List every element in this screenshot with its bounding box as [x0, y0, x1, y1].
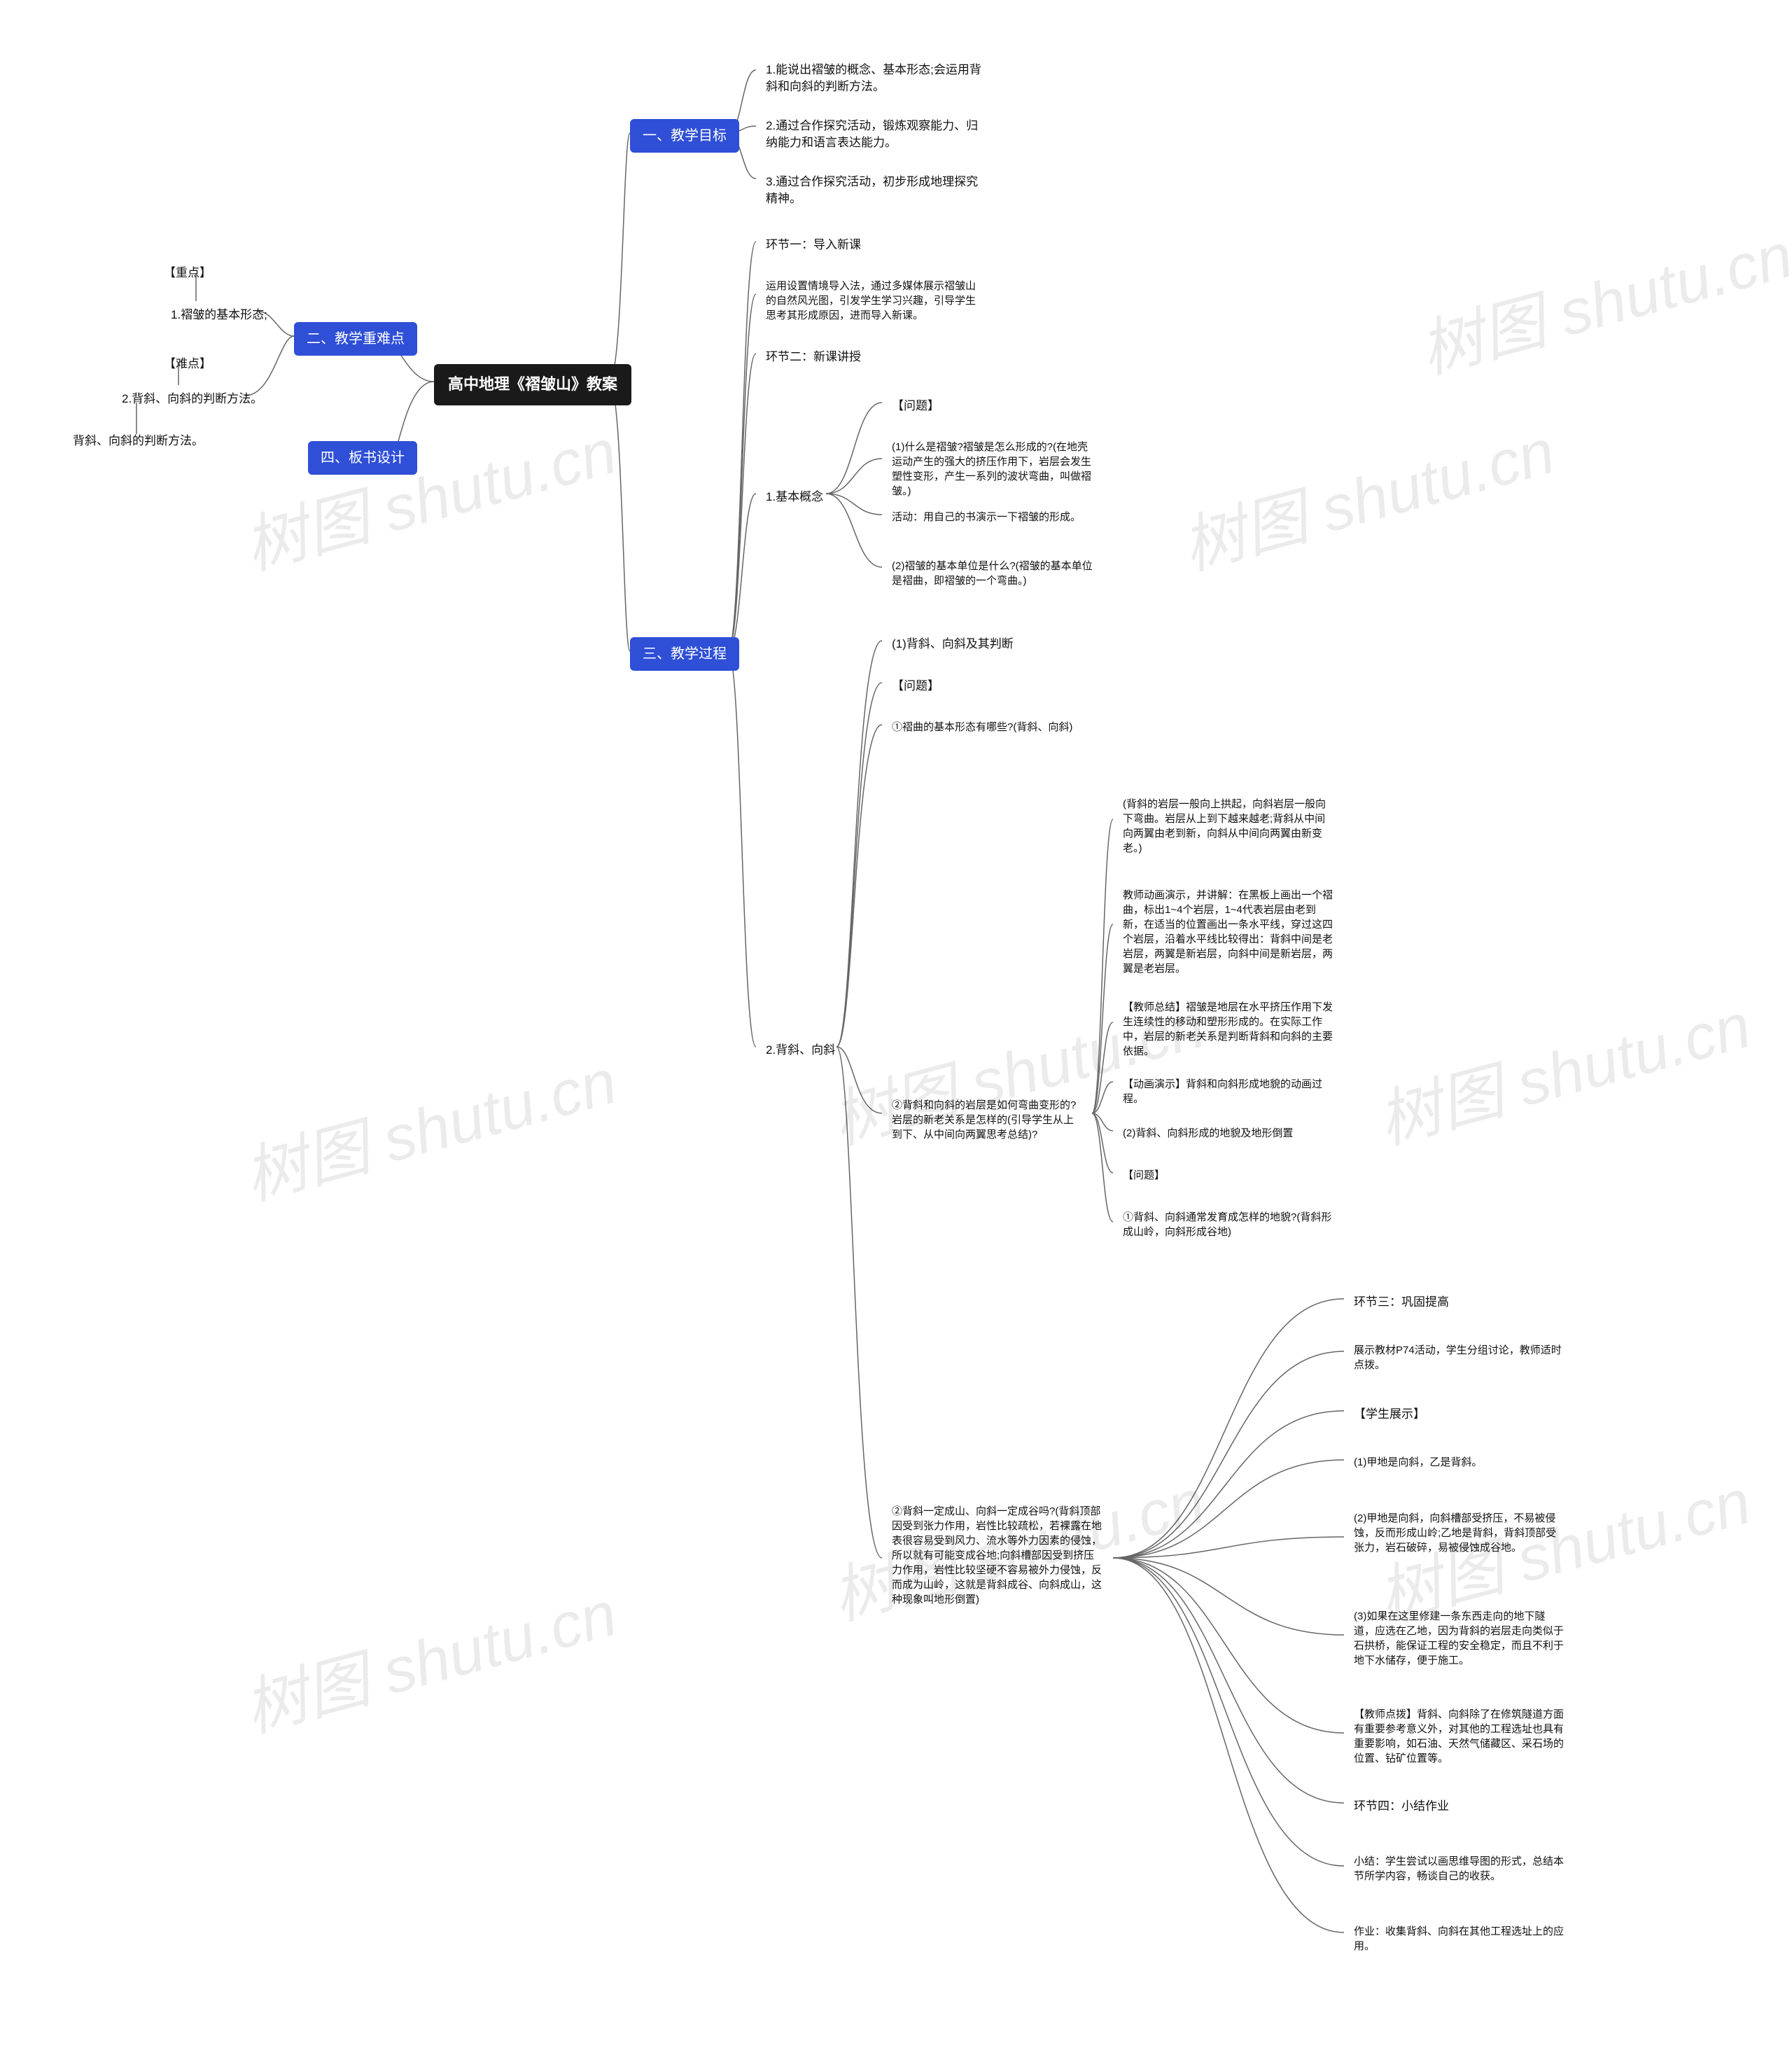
- section-3[interactable]: 三、教学过程: [630, 637, 739, 671]
- section-4[interactable]: 四、板书设计: [308, 441, 417, 475]
- h3-f: 【教师点拨】背斜、向斜除了在修筑隧道方面有重要参考意义外，对其他的工程选址也具有…: [1344, 1701, 1575, 1771]
- n2-d6: 【问题】: [1113, 1162, 1175, 1188]
- goal-1: 1.能说出褶皱的概念、基本形态;会运用背斜和向斜的判断方法。: [756, 56, 994, 101]
- difficulty-detail: 背斜、向斜的判断方法。: [63, 427, 214, 455]
- watermark: 树图 shutu.cn: [1170, 400, 1562, 587]
- stage-1: 环节一：导入新课: [756, 231, 871, 259]
- watermark: 树图 shutu.cn: [1366, 975, 1758, 1162]
- h3-e: (3)如果在这里修建一条东西走向的地下隧道，应选在乙地，因为背斜的岩层走向类似于…: [1344, 1603, 1575, 1673]
- n2-a: (1)背斜、向斜及其判断: [882, 630, 1023, 658]
- root-node[interactable]: 高中地理《褶皱山》教案: [434, 364, 631, 405]
- h3-b: 【学生展示】: [1344, 1400, 1435, 1428]
- n2-d2: 教师动画演示，并讲解：在黑板上画出一个褶曲，标出1~4个岩层，1~4代表岩层由老…: [1113, 882, 1344, 982]
- question-1a: (1)什么是褶皱?褶皱是怎么形成的?(在地壳运动产生的强大的挤压作用下，岩层会发…: [882, 434, 1106, 504]
- concept-2: 2.背斜、向斜: [756, 1036, 845, 1064]
- keypoint-1: 1.褶皱的基本形态;: [161, 301, 277, 329]
- stage-1-detail: 运用设置情境导入法，通过多媒体展示褶皱山的自然风光图，引发学生学习兴趣，引导学生…: [756, 273, 987, 328]
- n2-d: ②背斜和向斜的岩层是如何弯曲变形的?岩层的新老关系是怎样的(引导学生从上到下、从…: [882, 1092, 1092, 1148]
- concept-1: 1.基本概念: [756, 483, 833, 511]
- h4-a: 小结：学生尝试以画思维导图的形式，总结本节所学内容，畅谈自己的收获。: [1344, 1848, 1575, 1889]
- watermark: 树图 shutu.cn: [1408, 204, 1792, 391]
- n2-d4: 【动画演示】背斜和向斜形成地貌的动画过程。: [1113, 1071, 1344, 1112]
- n2-d1: (背斜的岩层一般向上拱起，向斜岩层一般向下弯曲。岩层从上到下越来越老;背斜从中间…: [1113, 791, 1344, 861]
- question-1c: (2)褶皱的基本单位是什么?(褶皱的基本单位是褶曲，即褶皱的一个弯曲。): [882, 553, 1106, 594]
- goal-2: 2.通过合作探究活动，锻炼观察能力、归纳能力和语言表达能力。: [756, 112, 994, 157]
- question-tag-1: 【问题】: [882, 392, 949, 420]
- stage-2: 环节二：新课讲授: [756, 343, 871, 371]
- watermark: 树图 shutu.cn: [232, 1031, 624, 1218]
- h3-a: 展示教材P74活动，学生分组讨论，教师适时点拨。: [1344, 1337, 1575, 1378]
- tag-keypoint: 【重点】: [154, 259, 221, 287]
- n2-c: ①褶曲的基本形态有哪些?(背斜、向斜): [882, 714, 1082, 740]
- activity-1: 活动：用自己的书演示一下褶皱的形成。: [882, 504, 1091, 530]
- stage-4: 环节四：小结作业: [1344, 1792, 1459, 1820]
- n2-d3: 【教师总结】褶皱是地层在水平挤压作用下发生连续性的移动和塑形形成的。在实际工作中…: [1113, 994, 1344, 1064]
- goal-3: 3.通过合作探究活动，初步形成地理探究精神。: [756, 168, 994, 213]
- stage-3: 环节三：巩固提高: [1344, 1288, 1459, 1316]
- h3-c: (1)甲地是向斜，乙是背斜。: [1344, 1449, 1492, 1475]
- n2-d5: (2)背斜、向斜形成的地貌及地形倒置: [1113, 1120, 1303, 1146]
- section-1[interactable]: 一、教学目标: [630, 119, 739, 153]
- tag-difficulty: 【难点】: [154, 350, 221, 378]
- n2-d7: ①背斜、向斜通常发育成怎样的地貌?(背斜形成山岭，向斜形成谷地): [1113, 1204, 1344, 1245]
- watermark: 树图 shutu.cn: [232, 1563, 624, 1750]
- n2-e: ②背斜一定成山、向斜一定成谷吗?(背斜顶部因受到张力作用，岩性比较疏松，若裸露在…: [882, 1498, 1113, 1612]
- h3-d: (2)甲地是向斜，向斜槽部受挤压，不易被侵蚀，反而形成山岭;乙地是背斜，背斜顶部…: [1344, 1505, 1575, 1561]
- watermark: 树图 shutu.cn: [232, 400, 624, 587]
- h4-b: 作业：收集背斜、向斜在其他工程选址上的应用。: [1344, 1918, 1575, 1959]
- section-2[interactable]: 二、教学重难点: [294, 322, 417, 356]
- difficulty-1: 2.背斜、向斜的判断方法。: [112, 385, 272, 413]
- n2-b: 【问题】: [882, 672, 949, 700]
